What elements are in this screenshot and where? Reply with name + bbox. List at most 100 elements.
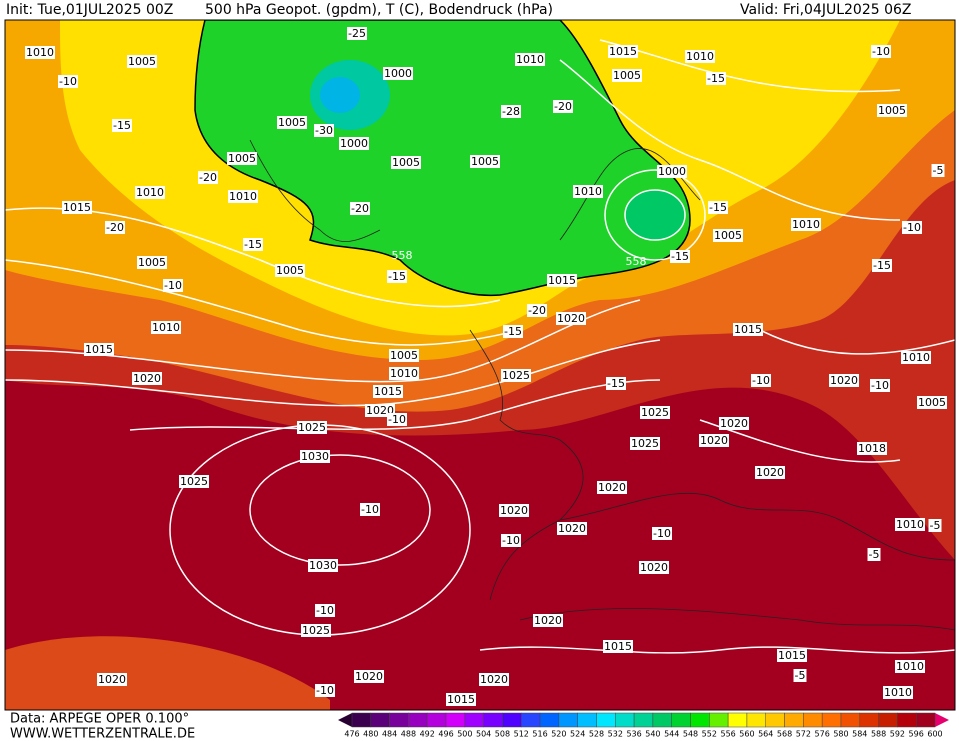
temperature-label-box [872,259,892,272]
isobar-label: 1005 [228,152,256,165]
isobar-label: 1020 [756,466,784,479]
temperature-label-box [58,75,78,88]
colorbar-label: 512 [514,730,529,739]
colorbar-swatch [445,712,466,728]
colorbar-swatch [426,712,447,728]
temperature-label: -10 [872,45,890,58]
colorbar-swatch [690,712,710,728]
colorbar-swatch [615,712,635,728]
isobar-label-box [97,673,127,686]
isobar-label: 1010 [229,190,257,203]
temperature-label-box [902,221,922,234]
isobar-label: 1005 [390,349,418,362]
colorbar-label: 492 [420,730,435,739]
colorbar-label: 572 [796,730,811,739]
temperature-label-box [360,503,380,516]
temperature-label: -20 [106,221,124,234]
isobar-label: 1005 [918,396,946,409]
isobar-label: 1020 [557,312,585,325]
colorbar-label: 504 [476,730,491,739]
temperature-label-box [652,527,672,540]
temperature-label-box [198,171,218,184]
colorbar-label: 560 [739,730,754,739]
isobar-label-box [179,475,209,488]
colorbar: 476 480 484 488 492 496 500 504 508 512 516 520 524 5… [338,712,949,739]
temperature-label-box [928,519,942,532]
isobar-label-box [895,518,925,531]
colorbar-swatch [389,712,409,728]
colorbar-label: 540 [645,730,660,739]
temperature-label: -10 [316,604,334,617]
isobar-label-box [755,466,785,479]
temperature-label-box [315,684,335,697]
colorbar-swatch [464,712,484,728]
colorbar-label: 516 [532,730,547,739]
isobar-label: 1030 [309,559,337,572]
isobar-label: 1010 [136,186,164,199]
isobar-label: 1015 [85,343,113,356]
isobar-label-box [699,434,729,447]
colorbar-swatch [746,712,766,728]
isobar-label-box [573,185,603,198]
isobar-label-box [227,152,257,165]
isobar-label-box [533,614,563,627]
isobar-label: 1020 [534,614,562,627]
isobar-label: 1010 [686,50,714,63]
colorbar-label: 480 [363,730,378,739]
colorbar-arrow-left [338,713,352,727]
temperature-label-box [553,100,573,113]
temperature-label-box [503,325,523,338]
colorbar-swatch [633,712,654,728]
isobar-label: 1015 [778,649,806,662]
colorbar-swatch [652,712,672,728]
isobar-label-box [556,312,586,325]
temperature-label: -20 [554,100,572,113]
isobar-label: 1005 [138,256,166,269]
temperature-label: -5 [933,164,944,177]
valid-time: Valid: Fri,04JUL2025 06Z [740,2,912,18]
isobar-label: 1025 [631,437,659,450]
colorbar-swatch [727,712,748,728]
isobar-label-box [446,693,476,706]
colorbar-label: 532 [608,730,623,739]
geopotential-label: 558 [626,255,647,268]
isobar-label-box [612,69,642,82]
isobar-label-box [308,559,338,572]
colorbar-label: 484 [382,730,397,739]
isobar-label: 1020 [98,673,126,686]
colorbar-swatch [784,712,804,728]
isobar-label: 1000 [340,137,368,150]
isobar-label-box [135,186,165,199]
isobar-label: 1020 [133,372,161,385]
colorbar-swatch [821,712,842,728]
temperature-label: -25 [348,27,366,40]
temperature-label: -5 [795,669,806,682]
colorbar-swatch [539,712,560,728]
isobar-label-box [515,53,545,66]
map-title: 500 hPa Geopot. (gpdm), T (C), Bodendruc… [205,2,553,18]
website: WWW.WETTERZENTRALE.DE [10,727,195,741]
isobar-label: 1010 [896,660,924,673]
temperature-label-box [314,124,334,137]
isobar-label: 1010 [792,218,820,231]
isobar-label: 1005 [278,116,306,129]
isobar-label: 1010 [896,518,924,531]
isobar-label-box [499,504,529,517]
isobar-label-box [777,649,807,662]
temperature-label: -15 [707,72,725,85]
isobar-label: 1020 [830,374,858,387]
field-red-sw [5,636,330,710]
isobar-label-box [597,481,627,494]
colorbar-swatch [521,712,541,728]
geopotential-label: 558 [392,249,413,262]
isobar-label-box [137,256,167,269]
isobar-label-box [151,321,181,334]
colorbar-swatch [558,712,578,728]
temperature-label-box [501,534,521,547]
isobar-label-box [639,561,669,574]
temperature-label-box [931,164,945,177]
isobar-label: 1005 [878,104,906,117]
isobar-label-box [354,670,384,683]
isobar-label: 1020 [640,561,668,574]
